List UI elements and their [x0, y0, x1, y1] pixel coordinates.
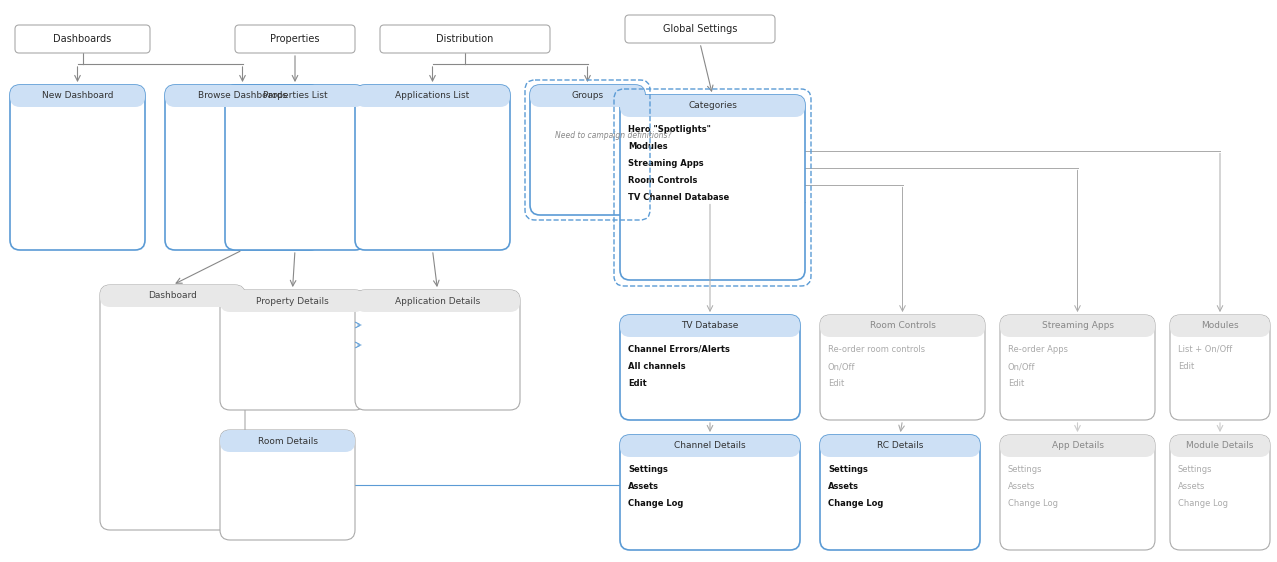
Text: Streaming Apps: Streaming Apps [1042, 321, 1114, 330]
Text: TV Channel Database: TV Channel Database [628, 193, 729, 202]
FancyBboxPatch shape [355, 290, 520, 312]
FancyBboxPatch shape [225, 85, 365, 250]
FancyBboxPatch shape [621, 315, 799, 337]
FancyBboxPatch shape [235, 25, 355, 53]
FancyBboxPatch shape [355, 85, 510, 107]
Text: Room Details: Room Details [258, 437, 318, 446]
Text: Change Log: Change Log [1008, 499, 1059, 508]
FancyBboxPatch shape [225, 85, 365, 107]
FancyBboxPatch shape [1000, 315, 1154, 420]
FancyBboxPatch shape [1000, 435, 1154, 457]
Text: Re-order room controls: Re-order room controls [827, 345, 925, 354]
Text: Settings: Settings [827, 465, 868, 474]
Text: Distribution: Distribution [437, 34, 494, 44]
Text: Room Controls: Room Controls [870, 321, 936, 330]
Text: Dashboards: Dashboards [54, 34, 111, 44]
Text: Applications List: Applications List [396, 92, 470, 101]
Text: Room Controls: Room Controls [628, 176, 697, 185]
FancyBboxPatch shape [1170, 315, 1271, 420]
Text: Edit: Edit [827, 379, 844, 388]
FancyBboxPatch shape [1000, 435, 1154, 550]
Text: Categories: Categories [688, 102, 737, 111]
Text: Change Log: Change Log [827, 499, 884, 508]
FancyBboxPatch shape [1170, 315, 1271, 337]
FancyBboxPatch shape [220, 290, 365, 312]
FancyBboxPatch shape [381, 25, 550, 53]
FancyBboxPatch shape [1170, 435, 1271, 457]
FancyBboxPatch shape [355, 85, 510, 250]
Text: Browse Dashboards: Browse Dashboards [198, 92, 287, 101]
Text: RC Details: RC Details [877, 442, 923, 451]
Text: TV Database: TV Database [682, 321, 738, 330]
FancyBboxPatch shape [165, 85, 321, 250]
FancyBboxPatch shape [100, 285, 245, 530]
Text: Properties: Properties [271, 34, 319, 44]
FancyBboxPatch shape [820, 315, 985, 420]
Text: Re-order Apps: Re-order Apps [1008, 345, 1068, 354]
Text: Change Log: Change Log [628, 499, 683, 508]
Text: App Details: App Details [1051, 442, 1103, 451]
FancyBboxPatch shape [621, 95, 805, 117]
FancyBboxPatch shape [621, 435, 799, 550]
FancyBboxPatch shape [10, 85, 146, 250]
Text: Modules: Modules [1202, 321, 1239, 330]
Text: Property Details: Property Details [257, 297, 329, 306]
FancyBboxPatch shape [530, 85, 645, 107]
Text: On/Off: On/Off [827, 362, 856, 371]
Text: Module Details: Module Details [1186, 442, 1254, 451]
Text: Streaming Apps: Streaming Apps [628, 159, 704, 168]
FancyBboxPatch shape [15, 25, 149, 53]
FancyBboxPatch shape [355, 290, 520, 410]
Text: Channel Errors/Alerts: Channel Errors/Alerts [628, 345, 730, 354]
Text: All channels: All channels [628, 362, 686, 371]
Text: Settings: Settings [628, 465, 668, 474]
Text: Global Settings: Global Settings [663, 24, 737, 34]
FancyBboxPatch shape [621, 315, 799, 420]
Text: On/Off: On/Off [1008, 362, 1036, 371]
Text: Edit: Edit [1008, 379, 1024, 388]
FancyBboxPatch shape [220, 430, 355, 540]
FancyBboxPatch shape [530, 85, 645, 215]
Text: Assets: Assets [1008, 482, 1036, 491]
FancyBboxPatch shape [621, 95, 805, 280]
Text: Edit: Edit [628, 379, 646, 388]
Text: Need to campaign definitions?: Need to campaign definitions? [555, 130, 672, 139]
Text: List + On/Off: List + On/Off [1177, 345, 1232, 354]
Text: Assets: Assets [628, 482, 659, 491]
FancyBboxPatch shape [820, 315, 985, 337]
FancyBboxPatch shape [820, 435, 979, 550]
Text: Application Details: Application Details [395, 297, 480, 306]
Text: Properties List: Properties List [263, 92, 327, 101]
Text: Settings: Settings [1008, 465, 1042, 474]
Text: Edit: Edit [1177, 362, 1194, 371]
FancyBboxPatch shape [100, 285, 245, 307]
Text: Assets: Assets [827, 482, 859, 491]
Text: Dashboard: Dashboard [148, 292, 197, 301]
Text: Hero "Spotlights": Hero "Spotlights" [628, 125, 711, 134]
Text: Groups: Groups [571, 92, 604, 101]
Text: New Dashboard: New Dashboard [42, 92, 114, 101]
FancyBboxPatch shape [624, 15, 775, 43]
Text: Change Log: Change Log [1177, 499, 1228, 508]
Text: Modules: Modules [628, 142, 668, 151]
FancyBboxPatch shape [220, 290, 365, 410]
FancyBboxPatch shape [220, 430, 355, 452]
Text: Settings: Settings [1177, 465, 1212, 474]
FancyBboxPatch shape [1000, 315, 1154, 337]
FancyBboxPatch shape [10, 85, 146, 107]
Text: Channel Details: Channel Details [674, 442, 746, 451]
FancyBboxPatch shape [820, 435, 979, 457]
FancyBboxPatch shape [1170, 435, 1271, 550]
FancyBboxPatch shape [621, 435, 799, 457]
Text: Assets: Assets [1177, 482, 1205, 491]
FancyBboxPatch shape [165, 85, 321, 107]
